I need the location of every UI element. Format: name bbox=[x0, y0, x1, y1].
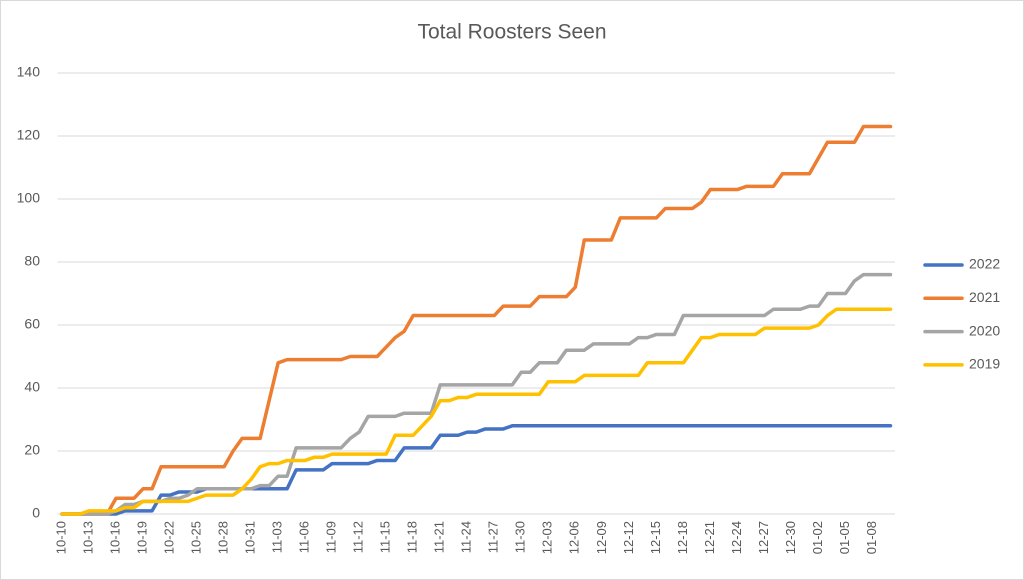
x-tick-label: 11-27 bbox=[486, 521, 501, 553]
x-tick-label: 12-12 bbox=[621, 521, 636, 554]
x-tick-label: 11-09 bbox=[324, 521, 339, 553]
x-tick-label: 12-27 bbox=[756, 521, 771, 554]
x-tick-label: 10-25 bbox=[189, 521, 204, 554]
y-tick-label: 80 bbox=[24, 253, 40, 269]
x-tick-label: 11-18 bbox=[405, 521, 420, 553]
data-line bbox=[60, 424, 893, 516]
x-tick-label: 10-13 bbox=[80, 521, 95, 554]
x-tick-label: 01-02 bbox=[810, 521, 825, 554]
x-tick-label: 10-19 bbox=[134, 521, 149, 554]
x-tick-label: 10-10 bbox=[53, 521, 68, 554]
data-line bbox=[60, 272, 893, 516]
y-tick-label: 120 bbox=[17, 127, 41, 143]
y-tick-label: 20 bbox=[24, 442, 40, 458]
y-tick-label: 40 bbox=[24, 379, 40, 395]
x-tick-label: 12-24 bbox=[729, 521, 744, 554]
x-tick-label: 01-05 bbox=[837, 521, 852, 554]
data-line bbox=[60, 124, 893, 516]
y-tick-label: 140 bbox=[17, 64, 41, 80]
x-tick-label: 11-21 bbox=[432, 521, 447, 553]
chart-title: Total Roosters Seen bbox=[417, 21, 606, 44]
legend-label: 2022 bbox=[969, 256, 1000, 272]
legend-label: 2019 bbox=[969, 356, 1000, 372]
x-tick-label: 10-28 bbox=[216, 521, 231, 554]
x-tick-label: 12-06 bbox=[567, 521, 582, 554]
data-line bbox=[60, 307, 893, 516]
x-tick-label: 10-31 bbox=[243, 521, 258, 554]
x-tick-label: 12-09 bbox=[594, 521, 609, 554]
y-tick-label: 60 bbox=[24, 316, 40, 332]
x-tick-label: 01-08 bbox=[864, 521, 879, 554]
x-tick-label: 11-24 bbox=[459, 521, 474, 553]
x-tick-label: 11-03 bbox=[270, 521, 285, 553]
y-tick-label: 0 bbox=[32, 505, 40, 521]
x-tick-label: 10-22 bbox=[162, 521, 177, 554]
x-tick-label: 11-12 bbox=[351, 521, 366, 553]
x-tick-label: 12-21 bbox=[702, 521, 717, 554]
x-tick-label: 12-15 bbox=[648, 521, 663, 554]
x-tick-label: 10-16 bbox=[107, 521, 122, 554]
y-tick-label: 100 bbox=[17, 190, 41, 206]
x-tick-label: 12-30 bbox=[783, 521, 798, 554]
x-tick-label: 11-06 bbox=[297, 521, 312, 553]
x-tick-label: 12-03 bbox=[540, 521, 555, 554]
x-tick-label: 11-15 bbox=[378, 521, 393, 553]
legend-label: 2021 bbox=[969, 289, 1000, 305]
x-tick-label: 11-30 bbox=[513, 521, 528, 553]
legend-label: 2020 bbox=[969, 322, 1000, 338]
x-tick-label: 12-18 bbox=[675, 521, 690, 554]
